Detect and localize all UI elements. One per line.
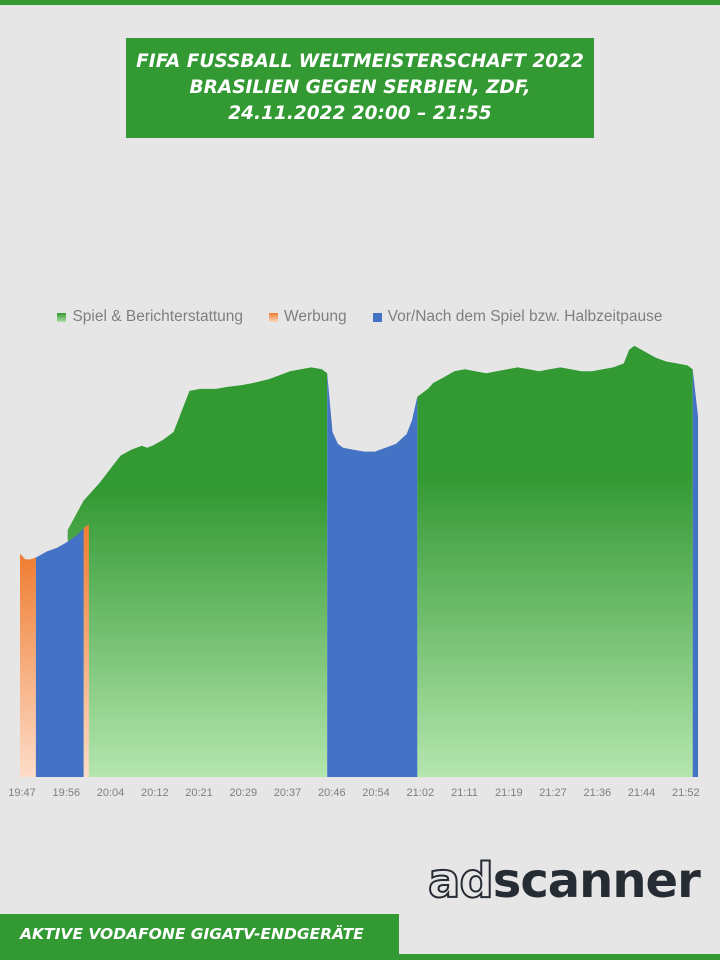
legend-swatch-vor-nach (372, 312, 382, 322)
chart-legend: Spiel & Berichterstattung Werbung Vor/Na… (0, 306, 720, 328)
legend-label-spiel: Spiel & Berichterstattung (72, 308, 244, 325)
bottom-accent-line (0, 954, 720, 960)
adscanner-logo: adscanner (427, 852, 701, 910)
legend-item-spiel: Spiel & Berichterstattung (57, 308, 243, 326)
logo-scanner: scanner (492, 853, 701, 909)
area-vor-nach-2 (327, 373, 418, 777)
legend-label-werbung: Werbung (284, 308, 347, 325)
legend-item-vor-nach: Vor/Nach dem Spiel bzw. Halbzeitpause (372, 308, 663, 326)
legend-swatch-werbung (269, 312, 279, 322)
chart-areas (20, 345, 698, 777)
x-tick-label: 20:46 (318, 787, 346, 799)
top-accent-line (0, 0, 720, 5)
area-vor-nach-1 (35, 528, 84, 777)
area-vor-nach-3 (692, 369, 698, 777)
x-tick-label: 20:29 (230, 787, 258, 799)
area-werbung-2 (83, 524, 89, 777)
area-spiel-2 (417, 345, 693, 777)
x-axis-ticks: 19:47 19:56 20:04 20:12 20:21 20:29 20:37 20:46… (8, 787, 699, 799)
x-tick-label: 21:52 (672, 787, 700, 799)
footer-label-box: AKTIVE VODAFONE GIGATV-ENDGERÄTE (0, 914, 399, 954)
x-tick-label: 21:02 (407, 787, 435, 799)
footer-label: AKTIVE VODAFONE GIGATV-ENDGERÄTE (20, 925, 364, 943)
area-chart: 19:47 19:56 20:04 20:12 20:21 20:29 20:37 20:46… (8, 345, 700, 799)
x-tick-label: 20:04 (97, 787, 125, 799)
title-box: FIFA FUSSBALL WELTMEISTERSCHAFT 2022 BRA… (126, 38, 594, 138)
area-spiel-1 (67, 367, 328, 777)
x-tick-label: 19:47 (8, 787, 36, 799)
legend-item-werbung: Werbung (269, 308, 347, 326)
area-werbung-1 (20, 553, 36, 777)
x-tick-label: 19:56 (53, 787, 81, 799)
x-tick-label: 21:44 (628, 787, 656, 799)
x-tick-label: 20:21 (185, 787, 213, 799)
x-tick-label: 21:19 (495, 787, 523, 799)
title-line-1: FIFA FUSSBALL WELTMEISTERSCHAFT 2022 (136, 51, 584, 72)
x-tick-label: 20:12 (141, 787, 169, 799)
title-line-3: 24.11.2022 20:00 – 21:55 (228, 103, 492, 124)
legend-swatch-spiel (57, 312, 67, 322)
x-tick-label: 21:27 (539, 787, 567, 799)
x-tick-label: 20:37 (274, 787, 302, 799)
title-line-2: BRASILIEN GEGEN SERBIEN, ZDF, (189, 77, 531, 98)
x-tick-label: 21:36 (584, 787, 612, 799)
legend-label-vor-nach: Vor/Nach dem Spiel bzw. Halbzeitpause (387, 308, 663, 325)
x-tick-label: 20:54 (362, 787, 390, 799)
x-tick-label: 21:11 (451, 787, 478, 799)
logo-ad: ad (427, 852, 495, 910)
